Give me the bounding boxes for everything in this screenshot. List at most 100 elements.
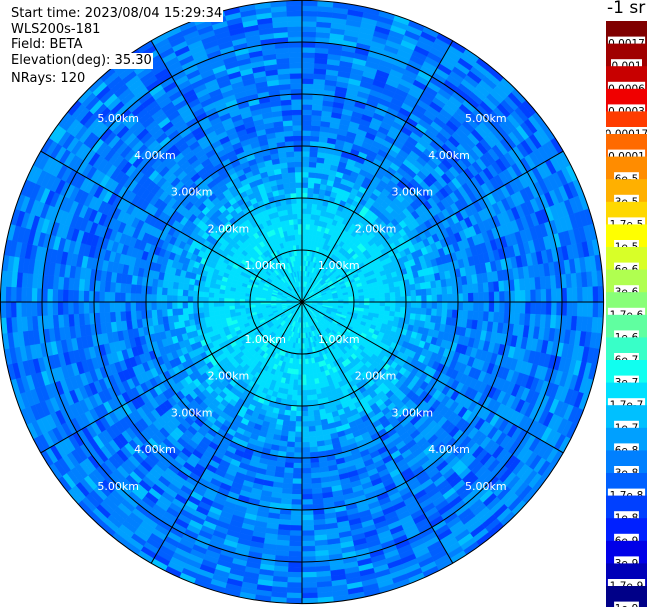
data-cell [295, 421, 303, 428]
data-cell [301, 519, 314, 526]
data-cell [311, 477, 322, 484]
data-cell [292, 384, 298, 391]
data-cell [301, 140, 311, 147]
data-cell [295, 416, 303, 422]
data-cell [287, 431, 296, 438]
data-cell [525, 289, 532, 303]
data-cell [410, 307, 417, 315]
data-cell [311, 394, 318, 401]
data-cell [291, 493, 303, 500]
data-cell [416, 295, 422, 303]
data-cell [301, 171, 310, 178]
data-cell [420, 288, 427, 296]
data-cell [582, 301, 589, 318]
data-cell [301, 15, 318, 22]
data-cell [390, 301, 396, 308]
data-cell [291, 483, 303, 490]
data-cell [571, 287, 578, 303]
data-cell [296, 395, 303, 402]
data-cell [378, 288, 385, 295]
data-cell [306, 389, 313, 396]
data-cell [493, 291, 500, 303]
data-cell [293, 457, 303, 464]
data-cell [369, 294, 375, 299]
data-cell [286, 587, 303, 594]
data-cell [301, 395, 308, 402]
data-cell [288, 425, 296, 433]
data-cell [301, 41, 316, 48]
data-cell [426, 294, 433, 303]
data-cell [292, 473, 303, 480]
data-cell [290, 514, 303, 521]
data-cell [431, 301, 438, 310]
data-cell [307, 187, 315, 194]
data-cell [301, 400, 308, 407]
data-cell [294, 436, 303, 443]
data-cell [301, 176, 309, 183]
data-cell [535, 301, 542, 315]
data-cell [301, 374, 307, 381]
data-cell [298, 364, 303, 370]
data-cell [301, 114, 313, 121]
data-cell [301, 78, 314, 85]
data-cell [283, 472, 294, 479]
data-cell [504, 301, 511, 314]
data-cell [307, 410, 315, 417]
data-cell [296, 400, 303, 407]
data-cell [301, 130, 312, 137]
data-cell [310, 383, 317, 391]
data-cell [301, 473, 312, 480]
data-cell [310, 472, 321, 479]
data-cell [289, 525, 303, 532]
data-cell [308, 171, 316, 179]
data-cell [514, 301, 521, 314]
data-cell [301, 187, 309, 194]
data-cell [499, 291, 506, 303]
data-cell [301, 161, 310, 168]
data-cell [483, 301, 490, 313]
data-cell [442, 294, 448, 303]
data-cell [306, 203, 313, 210]
data-cell [313, 182, 321, 190]
data-cell [493, 311, 500, 323]
data-cell [290, 509, 303, 516]
data-cell [301, 405, 308, 412]
data-cell [597, 301, 604, 318]
data-cell [301, 182, 309, 188]
data-cell [414, 283, 422, 291]
data-cell [310, 135, 320, 142]
data-cell [400, 296, 407, 303]
data-cell [364, 301, 370, 306]
data-cell [286, 446, 295, 453]
data-cell [301, 119, 312, 126]
data-cell [297, 374, 303, 381]
data-cell [571, 301, 578, 317]
data-cell [309, 446, 318, 453]
data-cell [308, 431, 317, 438]
data-cell [405, 301, 412, 308]
data-cell [301, 379, 307, 386]
data-cell [477, 311, 484, 322]
data-cell [305, 363, 310, 370]
data-cell [311, 493, 323, 500]
data-cell [291, 499, 303, 506]
data-cell [415, 307, 422, 315]
data-cell [488, 291, 495, 303]
data-cell [473, 301, 480, 312]
data-cell [291, 488, 303, 495]
data-cell [282, 482, 293, 490]
data-cell [301, 556, 316, 563]
data-cell [358, 295, 365, 300]
data-cell [310, 125, 321, 132]
data-cell [472, 283, 479, 294]
data-cell [306, 213, 312, 220]
data-cell [301, 431, 310, 438]
data-cell [301, 135, 311, 142]
data-cell [425, 288, 433, 296]
data-cell [288, 556, 303, 563]
data-cell [301, 410, 309, 417]
data-cell [577, 287, 584, 303]
data-cell [288, 545, 303, 552]
data-cell [467, 301, 474, 312]
data-cell [301, 551, 316, 558]
